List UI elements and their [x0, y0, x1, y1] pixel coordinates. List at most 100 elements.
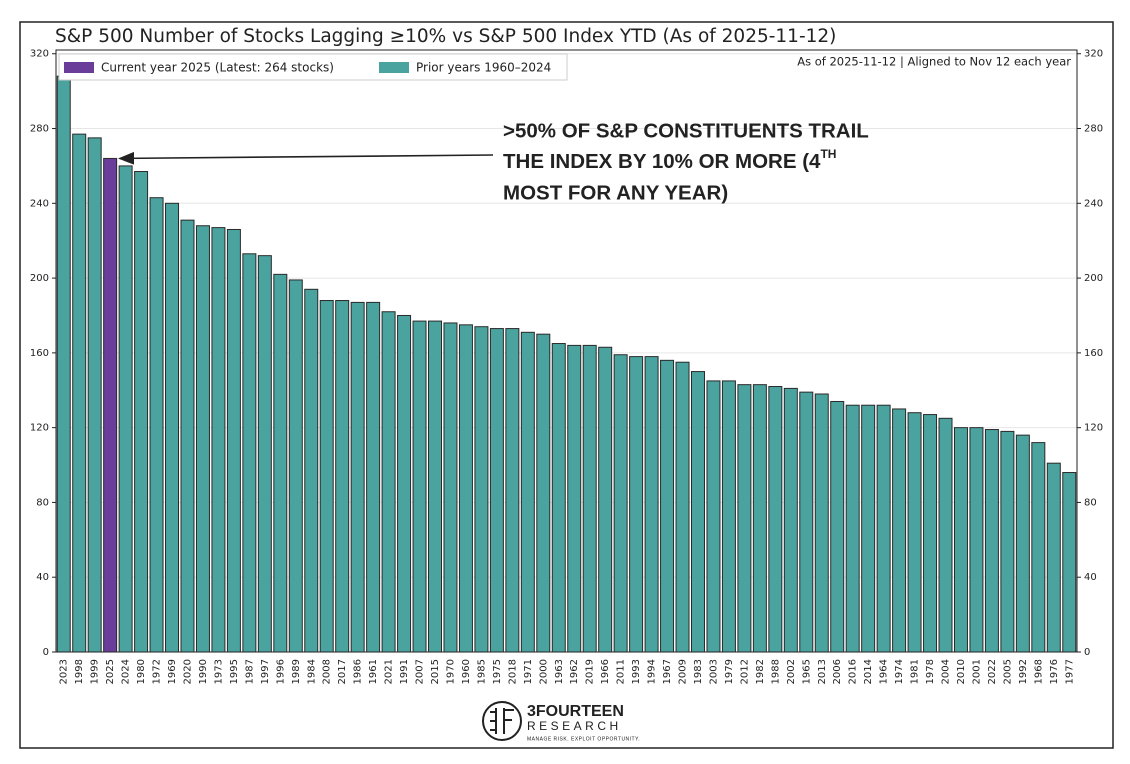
y-tick-label: 80 — [36, 497, 49, 508]
bar — [660, 359, 675, 653]
logo-name: 3FOURTEEN — [527, 703, 624, 720]
bar — [118, 165, 133, 653]
annotation-arrow — [118, 151, 494, 165]
annotation-line: >50% OF S&P CONSTITUENTS TRAIL — [503, 119, 869, 142]
x-tick-label: 2009 — [678, 659, 689, 684]
bar — [520, 331, 535, 653]
y-tick-label: 0 — [43, 647, 49, 658]
chart-title: S&P 500 Number of Stocks Lagging ≥10% vs… — [55, 26, 836, 47]
bar — [876, 404, 891, 653]
y2-tick-label: 160 — [1084, 348, 1103, 359]
x-tick-label: 1998 — [74, 659, 85, 684]
bar — [892, 408, 907, 653]
bar — [737, 384, 752, 653]
x-tick-label: 2005 — [1002, 659, 1013, 684]
x-tick-label: 1970 — [445, 659, 456, 684]
bar — [412, 320, 427, 653]
bar — [397, 314, 412, 653]
logo-mark — [490, 708, 514, 734]
x-tick-label: 1960 — [461, 659, 472, 684]
x-tick-label: 1989 — [291, 659, 302, 684]
bar — [830, 400, 845, 653]
y-tick-label: 280 — [30, 124, 49, 135]
bar — [319, 300, 334, 653]
x-tick-label: 1972 — [152, 659, 163, 684]
y-tick-label: 160 — [30, 348, 49, 359]
x-tick-label: 2006 — [832, 659, 843, 684]
bar — [1046, 462, 1061, 653]
annotation-line: THE INDEX BY 10% OR MORE (4TH — [503, 147, 836, 173]
x-tick-label: 1991 — [399, 659, 410, 684]
x-tick-label: 2015 — [430, 659, 441, 684]
y-tick-label: 40 — [36, 572, 49, 583]
bar — [505, 328, 520, 653]
bar — [226, 228, 241, 653]
note: As of 2025-11-12 | Aligned to Nov 12 eac… — [797, 55, 1071, 69]
bar — [103, 157, 118, 653]
bar — [953, 427, 968, 653]
x-tick-label: 1987 — [244, 659, 255, 684]
x-tick-label: 2002 — [786, 659, 797, 684]
bar — [381, 311, 396, 653]
x-tick-label: 1981 — [910, 659, 921, 684]
bar — [598, 346, 613, 653]
x-tick-label: 1977 — [1064, 659, 1075, 684]
x-tick-label: 1990 — [198, 659, 209, 684]
bar — [1015, 434, 1030, 653]
logo-tagline: MANAGE RISK. EXPLOIT OPPORTUNITY. — [527, 736, 640, 742]
y2-tick-label: 280 — [1084, 124, 1103, 135]
x-tick-label: 2025 — [105, 659, 116, 684]
x-tick-label: 2021 — [384, 659, 395, 684]
x-tick-label: 2022 — [987, 659, 998, 684]
y2-tick-label: 0 — [1084, 647, 1090, 658]
x-tick-label: 1962 — [569, 659, 580, 684]
y-tick-label: 320 — [30, 49, 49, 60]
bar — [984, 429, 999, 653]
annotation-line: MOST FOR ANY YEAR) — [503, 181, 728, 204]
x-tick-label: 1983 — [693, 659, 704, 684]
x-tick-label: 1994 — [647, 659, 658, 684]
plot-area: 0 40 80 120 160 200 240 280 320 0 40 80 120 160 200 240… — [30, 49, 1103, 685]
logo-circle — [482, 701, 522, 741]
x-tick-label: 1984 — [306, 659, 317, 684]
bar — [257, 255, 272, 653]
x-tick-label: 1975 — [492, 659, 503, 684]
annotation-text: THE INDEX BY 10% OR MORE (4 — [503, 150, 821, 173]
x-tick-label: 2024 — [121, 659, 132, 684]
annotation-superscript: TH — [820, 147, 836, 161]
x-tick-label: 2011 — [616, 659, 627, 684]
x-tick-label: 1966 — [600, 659, 611, 684]
bar — [489, 328, 504, 653]
x-tick-label: 2008 — [322, 659, 333, 684]
x-tick-label: 2017 — [337, 659, 348, 684]
x-tick-label: 2014 — [863, 659, 874, 684]
bar — [1062, 472, 1077, 653]
x-tick-label: 2016 — [848, 659, 859, 684]
legend-label: Current year 2025 (Latest: 264 stocks) — [101, 61, 334, 75]
x-tick-label: 1985 — [476, 659, 487, 684]
logo-sub: RESEARCH — [527, 719, 622, 733]
annotation: >50% OF S&P CONSTITUENTS TRAIL THE INDEX… — [503, 119, 869, 204]
bar — [907, 412, 922, 653]
bar — [768, 386, 783, 653]
bar — [165, 202, 180, 653]
legend-swatch — [64, 62, 94, 73]
y-tick-label: 120 — [30, 423, 49, 434]
bar — [845, 404, 860, 653]
x-tick-label: 2007 — [415, 659, 426, 684]
x-tick-label: 1974 — [894, 659, 905, 684]
y-tick-label: 240 — [30, 198, 49, 209]
y2-tick-label: 320 — [1084, 49, 1103, 60]
x-tick-label: 1999 — [90, 659, 101, 684]
bar — [629, 356, 644, 653]
x-tick-label: 1996 — [275, 659, 286, 684]
legend-swatch — [379, 62, 409, 73]
x-tick-label: 2019 — [585, 659, 596, 684]
bar — [706, 380, 721, 653]
bar — [613, 354, 628, 653]
x-tick-label: 1978 — [925, 659, 936, 684]
x-tick-label: 1963 — [554, 659, 565, 684]
bar — [923, 414, 938, 653]
y2-tick-label: 240 — [1084, 198, 1103, 209]
